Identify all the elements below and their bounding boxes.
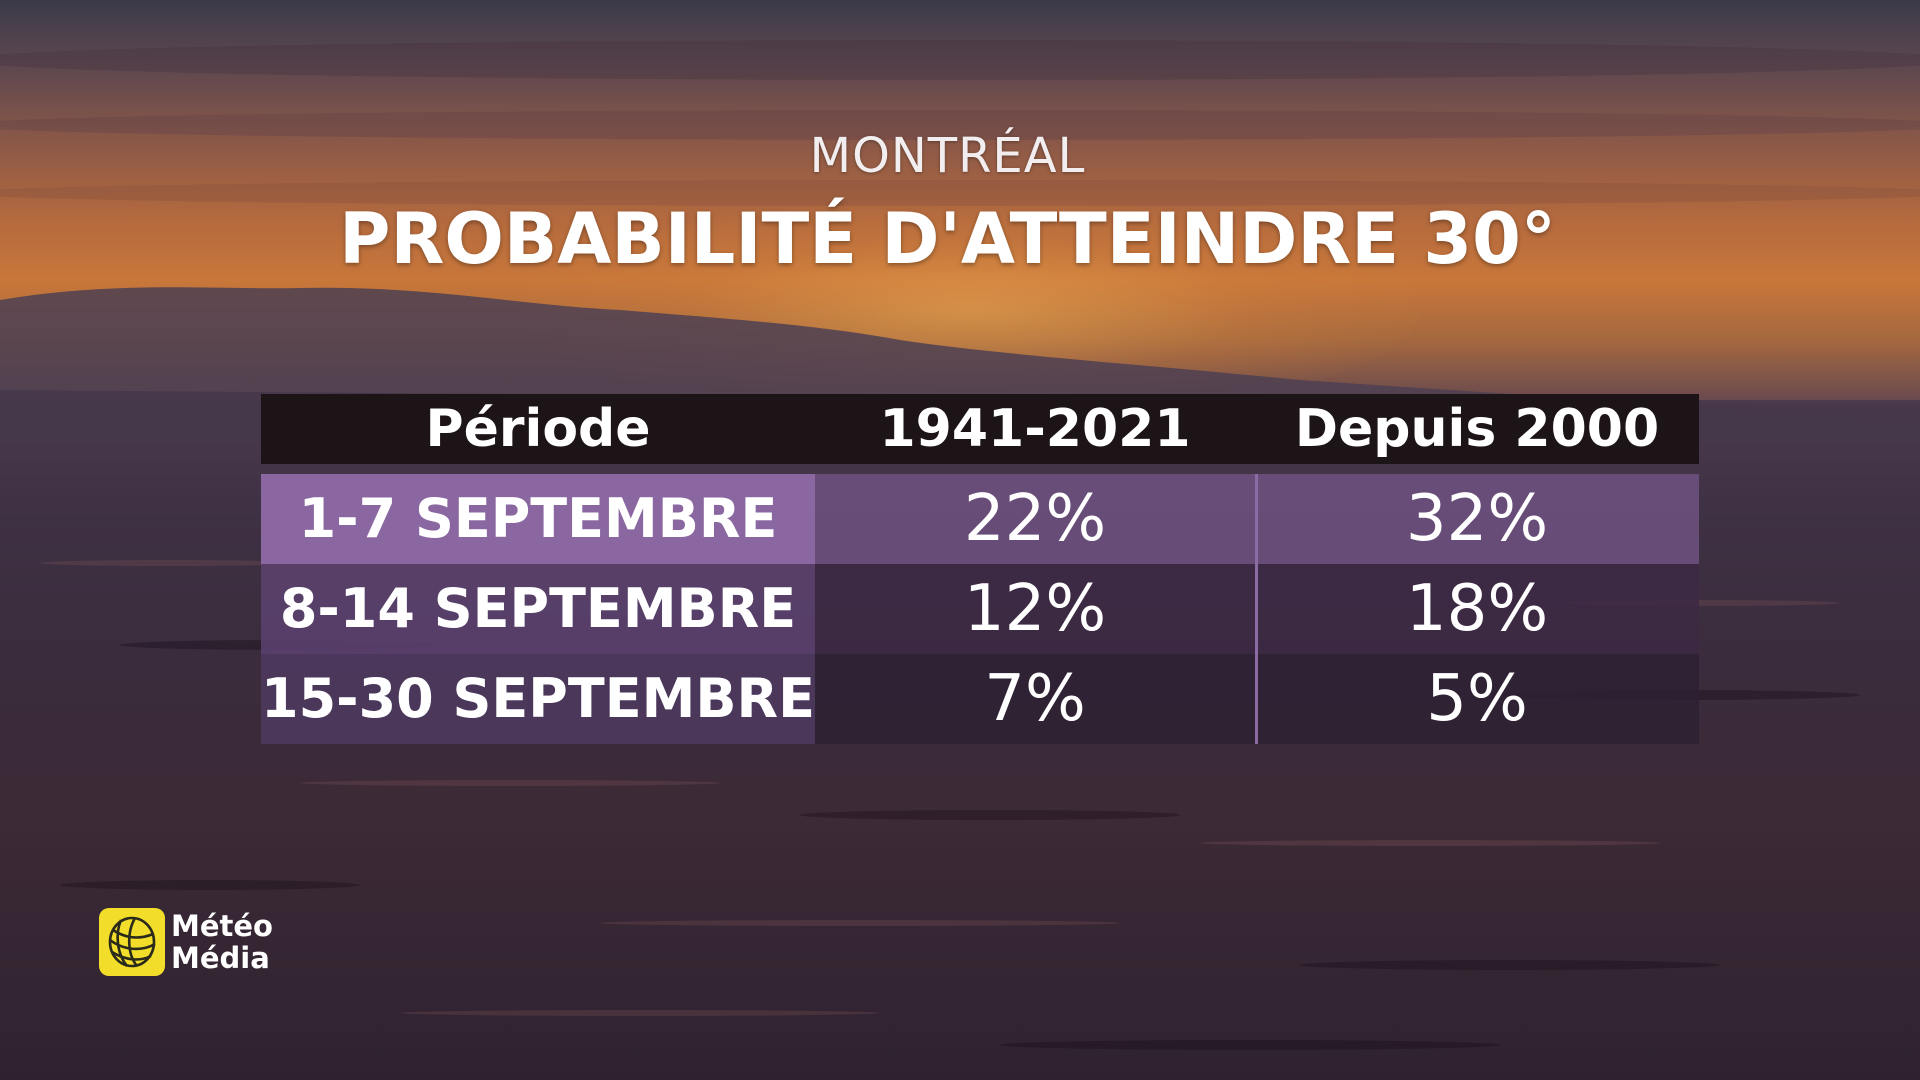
logo-line-1: Météo	[171, 909, 273, 943]
probability-cell-1941-2021: 22%	[815, 474, 1255, 564]
cloud-band	[0, 180, 1920, 206]
cloud-band	[0, 110, 1920, 140]
column-header-1941-2021: 1941-2021	[879, 399, 1191, 459]
globe-logo-icon	[99, 908, 165, 976]
period-cell: 8-14 SEPTEMBRE	[261, 564, 815, 654]
probability-table: Période 1941-2021 Depuis 2000 1-7 SEPTEM…	[261, 394, 1699, 748]
period-cell: 1-7 SEPTEMBRE	[261, 474, 815, 564]
table-row: 8-14 SEPTEMBRE 12% 18%	[261, 564, 1699, 654]
probability-cell-since-2000: 5%	[1255, 654, 1699, 744]
column-divider	[1255, 474, 1258, 744]
column-header-since-2000: Depuis 2000	[1294, 399, 1660, 459]
probability-cell-1941-2021: 12%	[815, 564, 1255, 654]
table-header: Période 1941-2021 Depuis 2000	[261, 394, 1699, 464]
column-header-period: Période	[425, 399, 651, 459]
probability-cell-since-2000: 18%	[1255, 564, 1699, 654]
logo-wordmark: Météo Média	[171, 910, 273, 974]
period-cell: 15-30 SEPTEMBRE	[261, 654, 815, 744]
table-row: 15-30 SEPTEMBRE 7% 5%	[261, 654, 1699, 744]
page-title: PROBABILITÉ D'ATTEINDRE 30°	[339, 198, 1556, 280]
table-row: 1-7 SEPTEMBRE 22% 32%	[261, 474, 1699, 564]
cloud-band	[0, 40, 1920, 80]
meteomedia-logo: Météo Média	[99, 908, 279, 978]
probability-cell-since-2000: 32%	[1255, 474, 1699, 564]
logo-line-2: Média	[171, 941, 270, 975]
city-subtitle: MONTRÉAL	[809, 128, 1086, 184]
probability-cell-1941-2021: 7%	[815, 654, 1255, 744]
